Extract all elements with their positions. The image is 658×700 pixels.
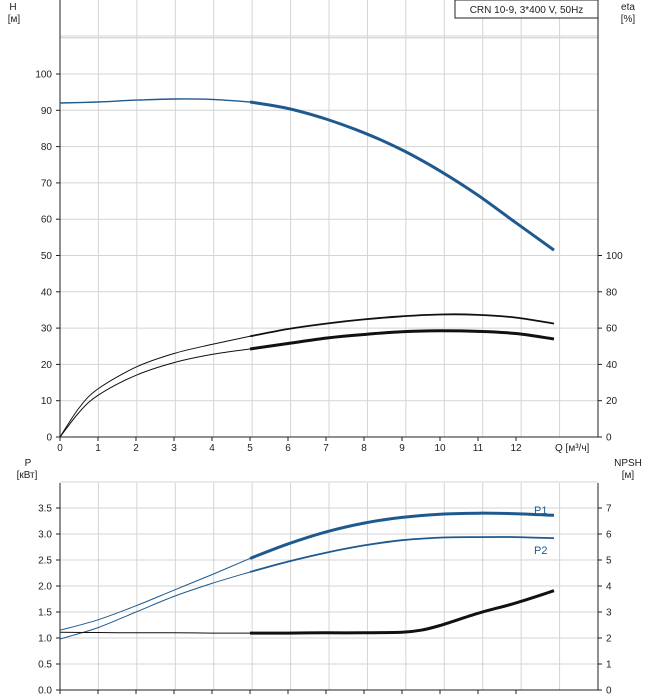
eta-tick-label: 0 [606,433,612,444]
p-tick-label: 2.0 [38,582,52,593]
q-tick-label: 5 [247,443,253,454]
q-tick-label: 10 [434,443,446,454]
h-tick-label: 70 [41,178,53,189]
q-axis-label: Q [м³/ч] [555,443,590,454]
npsh-tick-label: 1 [606,660,612,671]
npsh-tick-label: 3 [606,608,612,619]
h-tick-label: 30 [41,324,53,335]
q-tick-label: 12 [510,443,522,454]
npsh-tick-label: 5 [606,556,612,567]
eta-axis-unit: [%] [621,14,636,25]
q-tick-label: 4 [209,443,215,454]
eta-axis-label: eta [621,2,635,13]
h-curve-thin [59,98,251,104]
p-tick-label: 0.5 [38,660,52,671]
h-axis-unit: [м] [8,14,21,25]
eta-curve-thin [59,335,251,438]
p-axis-unit: [кВт] [17,470,38,481]
p-tick-label: 2.5 [38,556,52,567]
q-tick-label: 3 [171,443,177,454]
p2-curve-thick [249,536,555,573]
eta-tick-label: 100 [606,251,623,262]
h-tick-label: 40 [41,287,53,298]
p-tick-label: 1.5 [38,608,52,619]
eta-tick-label: 80 [606,287,618,298]
npsh-tick-label: 2 [606,634,612,645]
eta-tick-label: 60 [606,324,618,335]
q-tick-label: 7 [323,443,329,454]
p-tick-label: 0.0 [38,686,52,697]
h-tick-label: 10 [41,396,53,407]
eta-tick-label: 40 [606,360,618,371]
h-tick-label: 100 [35,70,52,81]
q-tick-label: 1 [95,443,101,454]
p2-curve-thin [59,571,251,640]
npsh-tick-label: 6 [606,530,612,541]
h-tick-label: 90 [41,106,53,117]
npsh-axis-label: NPSH [614,458,642,469]
npsh-tick-label: 7 [606,504,612,515]
p1-curve-thin [59,557,251,631]
q-tick-label: 8 [361,443,367,454]
eta-tick-label: 20 [606,396,618,407]
npsh-axis-unit: [м] [622,470,635,481]
eta-curve-thick [249,313,555,338]
p1-label: P1 [534,505,547,517]
npsh-tick-label: 0 [606,686,612,697]
title-box [454,0,599,19]
npsh-tick-label: 4 [606,582,612,593]
h-tick-label: 60 [41,215,53,226]
p-tick-label: 3.0 [38,530,52,541]
chart-title: CRN 10-9, 3*400 V, 50Hz [470,5,584,16]
p1-curve-thick [249,511,555,560]
h-axis-label: H [9,2,16,13]
p-axis-label: P [25,458,32,469]
q-tick-label: 11 [473,443,484,454]
h-tick-label: 50 [41,251,53,262]
npsh-curve-thick [250,589,555,635]
eta2-curve-thick [249,329,555,351]
h-tick-label: 80 [41,142,53,153]
p-tick-label: 3.5 [38,504,52,515]
q-tick-label: 9 [399,443,405,454]
h-curve-thick [249,100,555,252]
eta2-curve-thin [59,348,251,438]
h-tick-label: 0 [46,433,52,444]
q-tick-label: 2 [133,443,139,454]
npsh-curve-thin [59,631,250,634]
q-tick-label: 0 [57,443,63,454]
h-tick-label: 20 [41,360,53,371]
p-tick-label: 1.0 [38,634,52,645]
p2-label: P2 [534,545,547,557]
q-tick-label: 6 [285,443,291,454]
